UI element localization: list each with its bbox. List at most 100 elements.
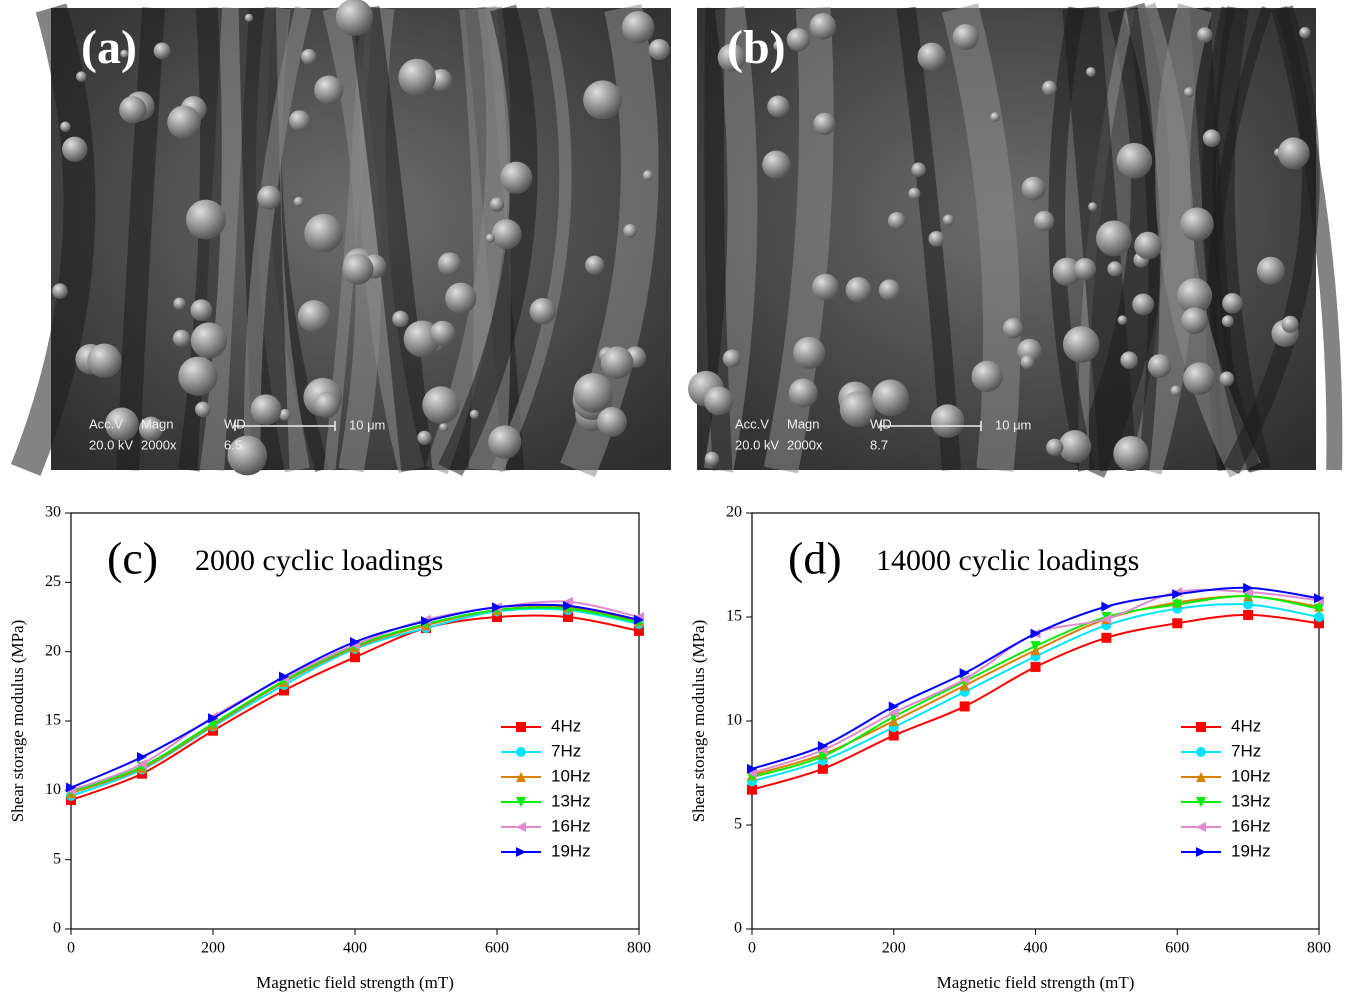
sem-fiber [10, 3, 96, 476]
sem-particle [52, 283, 68, 299]
sem-particle [1221, 315, 1234, 328]
chart-title: 2000 cyclic loadings [195, 544, 443, 577]
sem-particle [1046, 438, 1064, 457]
x-tick-label: 600 [1165, 940, 1189, 957]
data-marker [137, 752, 147, 763]
sem-particle [439, 422, 449, 432]
sem-fiber [1212, 6, 1271, 473]
sem-particle [908, 187, 921, 200]
sem-fiber [1271, 6, 1343, 471]
x-axis-label: Magnetic field strength (mT) [937, 973, 1135, 992]
sem-fiber [763, 6, 834, 474]
sem-particle [105, 407, 139, 442]
sem-particle [1222, 293, 1243, 314]
sem-particle [597, 406, 627, 437]
sem-particle [704, 451, 720, 467]
sem-fiber [348, 5, 433, 472]
sem-particle [488, 425, 522, 459]
sem-particle [469, 409, 480, 419]
image-info-value: 6.5 [224, 437, 242, 452]
data-marker [634, 614, 644, 625]
legend-label: 19Hz [1231, 841, 1271, 860]
legend-label: 16Hz [1231, 816, 1271, 835]
sem-particle [138, 416, 164, 441]
sem-particle [445, 282, 477, 314]
x-tick-label: 400 [343, 940, 367, 957]
y-tick-label: 30 [45, 504, 61, 521]
sem-particle [788, 378, 818, 408]
sem-particle [793, 336, 826, 369]
image-info-label: Acc.V [89, 416, 123, 431]
sem-particle [392, 310, 409, 328]
sem-fiber [197, 7, 249, 471]
sem-particle [952, 24, 979, 51]
data-marker [1101, 601, 1112, 612]
sem-particle [500, 161, 533, 194]
sem-particle [430, 320, 456, 346]
legend-label: 7Hz [551, 741, 581, 760]
sem-particle [990, 112, 1000, 123]
sem-particle [489, 197, 505, 212]
data-marker [137, 758, 147, 769]
image-info-value: 8.7 [870, 437, 888, 452]
data-marker [634, 625, 644, 636]
sem-particle [173, 297, 186, 310]
sem-fiber [1201, 6, 1262, 473]
sem-particle [1147, 354, 1172, 378]
sem-particle [62, 136, 88, 162]
data-marker [888, 707, 899, 718]
sem-particle [398, 58, 436, 97]
sem-particle [583, 80, 623, 120]
legend-label: 4Hz [1231, 716, 1261, 735]
sem-particle [186, 199, 226, 240]
sem-particle [437, 252, 462, 276]
data-marker [817, 745, 828, 756]
scale-bar-label: 10 μm [349, 417, 385, 432]
sem-particle [244, 13, 254, 22]
sem-fiber [491, 6, 572, 473]
sem-particle [314, 75, 344, 105]
x-axis-label: Magnetic field strength (mT) [256, 973, 454, 992]
sem-particle [289, 110, 311, 132]
sem-particle [227, 435, 268, 476]
data-marker [888, 701, 899, 712]
image-info-value: 20.0 kV [735, 437, 779, 452]
sem-particle [1170, 385, 1182, 397]
data-marker [1243, 587, 1254, 598]
data-marker [1101, 632, 1112, 643]
data-marker [747, 784, 757, 795]
sem-particle [120, 49, 129, 58]
sem-particle [648, 38, 670, 61]
sem-particle [717, 43, 746, 72]
sem-particle [1176, 278, 1213, 314]
sem-particle [1281, 315, 1299, 333]
legend-marker [516, 747, 526, 757]
sem-particle [1021, 176, 1046, 201]
y-tick-label: 5 [734, 816, 742, 833]
sem-particle [845, 277, 872, 303]
y-tick-label: 20 [45, 642, 61, 659]
sem-fiber [1155, 3, 1261, 478]
data-marker [563, 596, 573, 607]
chart: 0 5 10 15 20 25 30 0 200 400 600 800 Magnetic field … [8, 504, 651, 992]
legend-marker [1196, 722, 1206, 732]
sem-particle [773, 40, 784, 51]
image-info-label: Magn [141, 416, 174, 431]
image-label: (b) [727, 21, 786, 74]
legend-label: 16Hz [551, 816, 591, 835]
sem-particle [1033, 210, 1055, 232]
y-tick-label: 0 [734, 920, 742, 937]
data-marker [747, 768, 757, 778]
image-info-label: Magn [787, 416, 820, 431]
data-marker [492, 602, 502, 613]
sem-particle [1277, 137, 1310, 170]
data-marker [959, 674, 970, 685]
sem-particle [812, 273, 839, 301]
sem-particle [342, 253, 374, 285]
image-info-label: Acc.V [735, 416, 769, 431]
y-tick-label: 0 [53, 920, 61, 937]
data-marker [563, 600, 573, 611]
sem-particle [1073, 258, 1096, 281]
